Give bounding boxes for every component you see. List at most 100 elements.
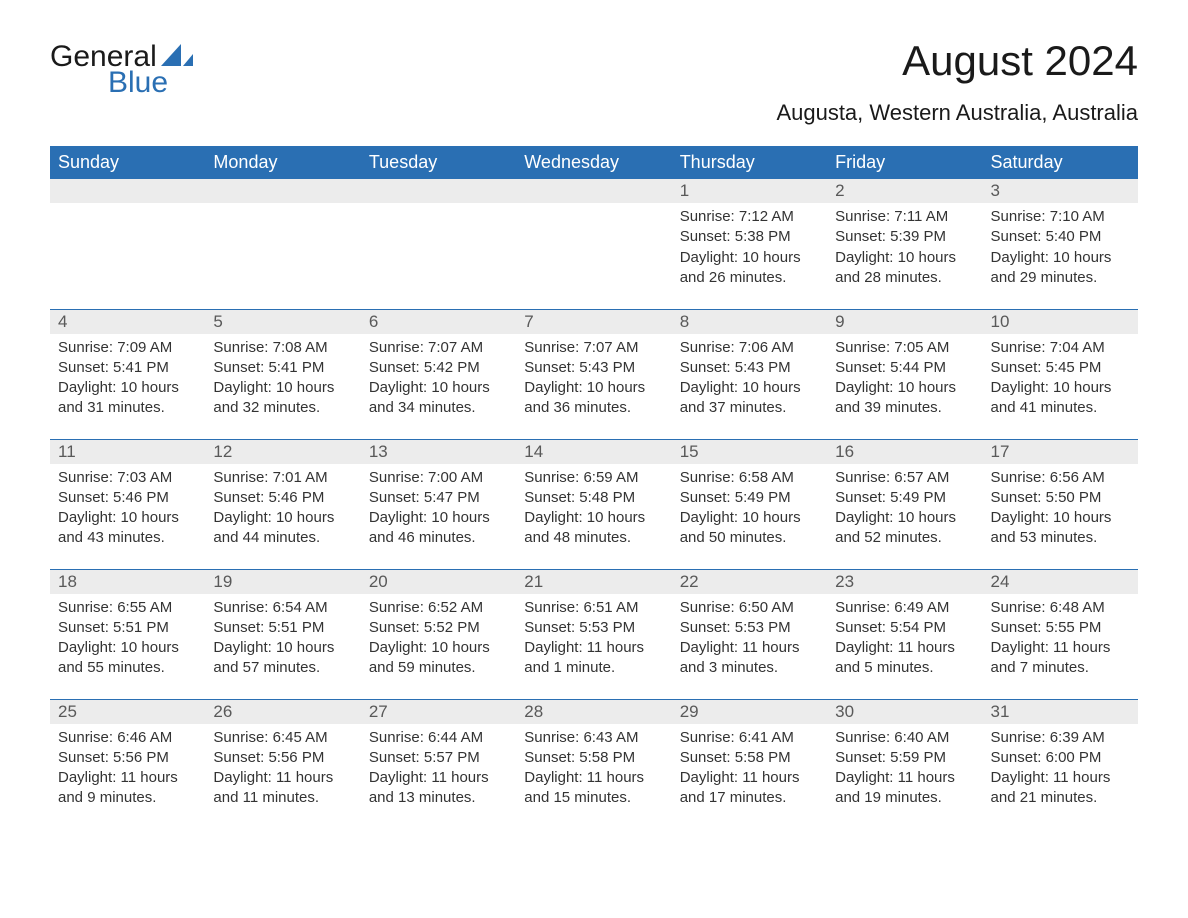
sunrise-line: Sunrise: 6:41 AM bbox=[680, 728, 819, 748]
sunset-line: Sunset: 5:48 PM bbox=[524, 488, 663, 508]
dayheader-friday: Friday bbox=[827, 146, 982, 179]
calendar-cell: 16Sunrise: 6:57 AMSunset: 5:49 PMDayligh… bbox=[827, 439, 982, 569]
sunset-line: Sunset: 5:54 PM bbox=[835, 618, 974, 638]
sunset-line: Sunset: 5:56 PM bbox=[213, 748, 352, 768]
day-wrap: 3Sunrise: 7:10 AMSunset: 5:40 PMDaylight… bbox=[983, 179, 1138, 309]
calendar-cell: 17Sunrise: 6:56 AMSunset: 5:50 PMDayligh… bbox=[983, 439, 1138, 569]
day-body: Sunrise: 6:41 AMSunset: 5:58 PMDaylight:… bbox=[672, 724, 827, 823]
calendar-cell: 7Sunrise: 7:07 AMSunset: 5:43 PMDaylight… bbox=[516, 309, 671, 439]
sunrise-line: Sunrise: 6:51 AM bbox=[524, 598, 663, 618]
day-wrap: 25Sunrise: 6:46 AMSunset: 5:56 PMDayligh… bbox=[50, 700, 205, 830]
calendar-cell: 10Sunrise: 7:04 AMSunset: 5:45 PMDayligh… bbox=[983, 309, 1138, 439]
day-number: 21 bbox=[516, 570, 671, 594]
calendar-week-row: 25Sunrise: 6:46 AMSunset: 5:56 PMDayligh… bbox=[50, 699, 1138, 829]
location-subtitle: Augusta, Western Australia, Australia bbox=[776, 100, 1138, 126]
calendar-cell: 23Sunrise: 6:49 AMSunset: 5:54 PMDayligh… bbox=[827, 569, 982, 699]
day-number: 10 bbox=[983, 310, 1138, 334]
calendar-week-row: 1Sunrise: 7:12 AMSunset: 5:38 PMDaylight… bbox=[50, 179, 1138, 309]
sunset-line: Sunset: 5:41 PM bbox=[58, 358, 197, 378]
calendar-cell: 8Sunrise: 7:06 AMSunset: 5:43 PMDaylight… bbox=[672, 309, 827, 439]
daylight-line: Daylight: 11 hours and 1 minute. bbox=[524, 638, 663, 679]
sunrise-line: Sunrise: 6:55 AM bbox=[58, 598, 197, 618]
calendar-cell: 27Sunrise: 6:44 AMSunset: 5:57 PMDayligh… bbox=[361, 699, 516, 829]
day-number: 28 bbox=[516, 700, 671, 724]
day-body: Sunrise: 7:06 AMSunset: 5:43 PMDaylight:… bbox=[672, 334, 827, 433]
day-wrap bbox=[205, 179, 360, 309]
day-number bbox=[205, 179, 360, 203]
calendar-cell: 31Sunrise: 6:39 AMSunset: 6:00 PMDayligh… bbox=[983, 699, 1138, 829]
day-number: 16 bbox=[827, 440, 982, 464]
sunset-line: Sunset: 5:53 PM bbox=[524, 618, 663, 638]
sunset-line: Sunset: 5:39 PM bbox=[835, 227, 974, 247]
day-body: Sunrise: 6:46 AMSunset: 5:56 PMDaylight:… bbox=[50, 724, 205, 823]
daylight-line: Daylight: 10 hours and 37 minutes. bbox=[680, 378, 819, 419]
day-wrap: 4Sunrise: 7:09 AMSunset: 5:41 PMDaylight… bbox=[50, 310, 205, 439]
calendar-cell: 4Sunrise: 7:09 AMSunset: 5:41 PMDaylight… bbox=[50, 309, 205, 439]
day-wrap: 13Sunrise: 7:00 AMSunset: 5:47 PMDayligh… bbox=[361, 440, 516, 569]
daylight-line: Daylight: 11 hours and 11 minutes. bbox=[213, 768, 352, 809]
logo: General Blue bbox=[50, 40, 193, 100]
day-number: 12 bbox=[205, 440, 360, 464]
day-number: 30 bbox=[827, 700, 982, 724]
day-number: 27 bbox=[361, 700, 516, 724]
day-wrap: 27Sunrise: 6:44 AMSunset: 5:57 PMDayligh… bbox=[361, 700, 516, 830]
day-number bbox=[361, 179, 516, 203]
sunrise-line: Sunrise: 6:44 AM bbox=[369, 728, 508, 748]
calendar-week-row: 18Sunrise: 6:55 AMSunset: 5:51 PMDayligh… bbox=[50, 569, 1138, 699]
sunrise-line: Sunrise: 7:01 AM bbox=[213, 468, 352, 488]
calendar-cell bbox=[361, 179, 516, 309]
day-number: 8 bbox=[672, 310, 827, 334]
calendar-body: 1Sunrise: 7:12 AMSunset: 5:38 PMDaylight… bbox=[50, 179, 1138, 829]
calendar-cell: 13Sunrise: 7:00 AMSunset: 5:47 PMDayligh… bbox=[361, 439, 516, 569]
daylight-line: Daylight: 10 hours and 39 minutes. bbox=[835, 378, 974, 419]
sunset-line: Sunset: 5:47 PM bbox=[369, 488, 508, 508]
daylight-line: Daylight: 10 hours and 48 minutes. bbox=[524, 508, 663, 549]
sunset-line: Sunset: 5:50 PM bbox=[991, 488, 1130, 508]
sunrise-line: Sunrise: 7:05 AM bbox=[835, 338, 974, 358]
day-wrap: 15Sunrise: 6:58 AMSunset: 5:49 PMDayligh… bbox=[672, 440, 827, 569]
day-body: Sunrise: 7:07 AMSunset: 5:43 PMDaylight:… bbox=[516, 334, 671, 433]
day-number: 13 bbox=[361, 440, 516, 464]
sunset-line: Sunset: 5:58 PM bbox=[680, 748, 819, 768]
day-body: Sunrise: 6:58 AMSunset: 5:49 PMDaylight:… bbox=[672, 464, 827, 563]
dayheader-wednesday: Wednesday bbox=[516, 146, 671, 179]
sunrise-line: Sunrise: 6:52 AM bbox=[369, 598, 508, 618]
sunrise-line: Sunrise: 6:45 AM bbox=[213, 728, 352, 748]
sunrise-line: Sunrise: 6:46 AM bbox=[58, 728, 197, 748]
daylight-line: Daylight: 10 hours and 59 minutes. bbox=[369, 638, 508, 679]
day-body: Sunrise: 7:10 AMSunset: 5:40 PMDaylight:… bbox=[983, 203, 1138, 302]
sunset-line: Sunset: 5:58 PM bbox=[524, 748, 663, 768]
daylight-line: Daylight: 10 hours and 46 minutes. bbox=[369, 508, 508, 549]
dayheader-saturday: Saturday bbox=[983, 146, 1138, 179]
daylight-line: Daylight: 10 hours and 36 minutes. bbox=[524, 378, 663, 419]
daylight-line: Daylight: 10 hours and 31 minutes. bbox=[58, 378, 197, 419]
sunrise-line: Sunrise: 6:40 AM bbox=[835, 728, 974, 748]
day-wrap: 11Sunrise: 7:03 AMSunset: 5:46 PMDayligh… bbox=[50, 440, 205, 569]
sunset-line: Sunset: 5:49 PM bbox=[680, 488, 819, 508]
day-wrap: 19Sunrise: 6:54 AMSunset: 5:51 PMDayligh… bbox=[205, 570, 360, 699]
page-title: August 2024 bbox=[776, 40, 1138, 82]
calendar-table: Sunday Monday Tuesday Wednesday Thursday… bbox=[50, 146, 1138, 829]
sunrise-line: Sunrise: 6:43 AM bbox=[524, 728, 663, 748]
dayheader-sunday: Sunday bbox=[50, 146, 205, 179]
sunrise-line: Sunrise: 6:54 AM bbox=[213, 598, 352, 618]
day-wrap: 24Sunrise: 6:48 AMSunset: 5:55 PMDayligh… bbox=[983, 570, 1138, 699]
sunrise-line: Sunrise: 7:07 AM bbox=[369, 338, 508, 358]
day-body: Sunrise: 6:55 AMSunset: 5:51 PMDaylight:… bbox=[50, 594, 205, 693]
daylight-line: Daylight: 10 hours and 41 minutes. bbox=[991, 378, 1130, 419]
daylight-line: Daylight: 11 hours and 7 minutes. bbox=[991, 638, 1130, 679]
sunrise-line: Sunrise: 6:50 AM bbox=[680, 598, 819, 618]
day-number: 7 bbox=[516, 310, 671, 334]
day-wrap: 22Sunrise: 6:50 AMSunset: 5:53 PMDayligh… bbox=[672, 570, 827, 699]
daylight-line: Daylight: 10 hours and 53 minutes. bbox=[991, 508, 1130, 549]
sunset-line: Sunset: 6:00 PM bbox=[991, 748, 1130, 768]
day-number: 22 bbox=[672, 570, 827, 594]
day-number: 5 bbox=[205, 310, 360, 334]
sunset-line: Sunset: 5:38 PM bbox=[680, 227, 819, 247]
daylight-line: Daylight: 10 hours and 28 minutes. bbox=[835, 248, 974, 289]
sunrise-line: Sunrise: 6:58 AM bbox=[680, 468, 819, 488]
daylight-line: Daylight: 11 hours and 17 minutes. bbox=[680, 768, 819, 809]
calendar-cell: 6Sunrise: 7:07 AMSunset: 5:42 PMDaylight… bbox=[361, 309, 516, 439]
sunset-line: Sunset: 5:46 PM bbox=[58, 488, 197, 508]
day-body: Sunrise: 6:54 AMSunset: 5:51 PMDaylight:… bbox=[205, 594, 360, 693]
